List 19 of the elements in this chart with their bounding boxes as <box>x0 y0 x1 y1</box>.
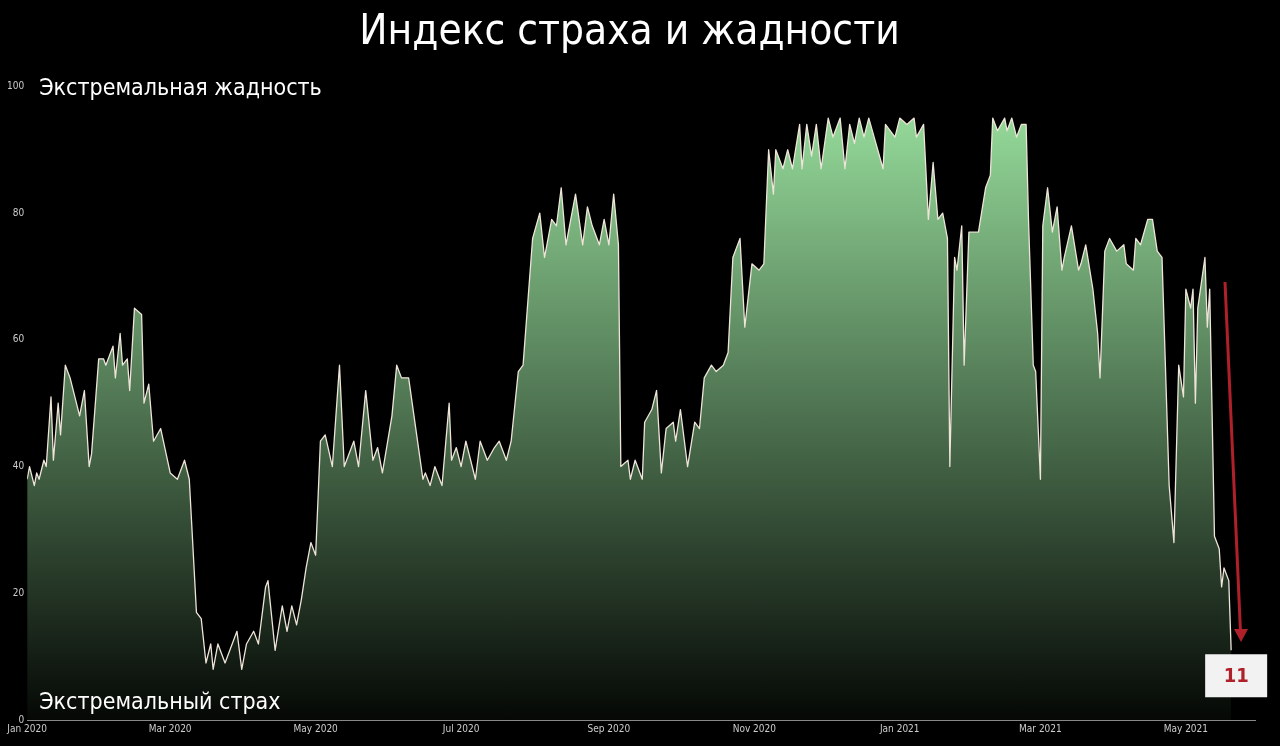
annotation: 11 <box>1223 663 1249 688</box>
x-tick-label: May 2021 <box>1163 722 1209 734</box>
x-tick-label: May 2020 <box>293 722 339 734</box>
x-tick-label: Sep 2020 <box>587 722 631 734</box>
annotation: Экстремальная жадность <box>39 74 322 101</box>
x-tick-label: Jul 2020 <box>441 722 480 734</box>
y-tick-label: 60 <box>12 333 25 345</box>
annotation: Экстремальный страх <box>39 688 281 714</box>
y-tick-label: 80 <box>12 206 25 218</box>
chart-title: Индекс страха и жадности <box>359 5 900 55</box>
x-tick-label: Jan 2020 <box>6 722 48 734</box>
y-tick-label: 20 <box>12 586 25 598</box>
y-tick-label: 100 <box>7 79 25 91</box>
x-tick-label: Nov 2020 <box>732 722 777 734</box>
x-tick-label: Jan 2021 <box>878 722 920 734</box>
x-tick-label: Mar 2021 <box>1019 722 1062 734</box>
y-tick-label: 0 <box>18 713 25 725</box>
y-tick-label: 40 <box>12 460 25 472</box>
x-tick-label: Mar 2020 <box>148 722 192 734</box>
